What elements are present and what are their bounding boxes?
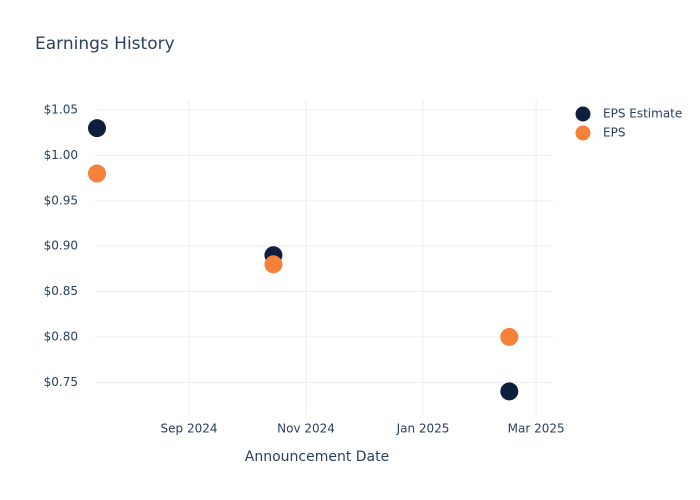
legend-marker bbox=[575, 125, 591, 141]
x-tick-label: Nov 2024 bbox=[277, 422, 335, 436]
y-tick-label: $0.75 bbox=[44, 375, 78, 389]
y-tick-label: $1.05 bbox=[44, 102, 78, 116]
x-tick-label: Jan 2025 bbox=[396, 422, 450, 436]
legend-marker bbox=[575, 106, 591, 122]
data-point bbox=[500, 382, 519, 401]
y-tick-label: $0.90 bbox=[44, 239, 78, 253]
x-axis-title: Announcement Date bbox=[245, 449, 389, 465]
data-point bbox=[264, 255, 283, 274]
x-tick-label: Sep 2024 bbox=[161, 422, 218, 436]
y-tick-label: $1.00 bbox=[44, 148, 78, 162]
y-tick-label: $0.85 bbox=[44, 284, 78, 298]
data-point bbox=[88, 164, 106, 183]
data-point bbox=[88, 119, 106, 138]
chart-title: Earnings History bbox=[35, 34, 175, 54]
y-tick-label: $0.95 bbox=[44, 193, 78, 207]
legend-label: EPS Estimate bbox=[603, 107, 682, 121]
data-point bbox=[500, 327, 519, 346]
x-tick-label: Mar 2025 bbox=[508, 422, 565, 436]
legend-label: EPS bbox=[603, 126, 625, 140]
y-tick-label: $0.80 bbox=[44, 329, 78, 343]
